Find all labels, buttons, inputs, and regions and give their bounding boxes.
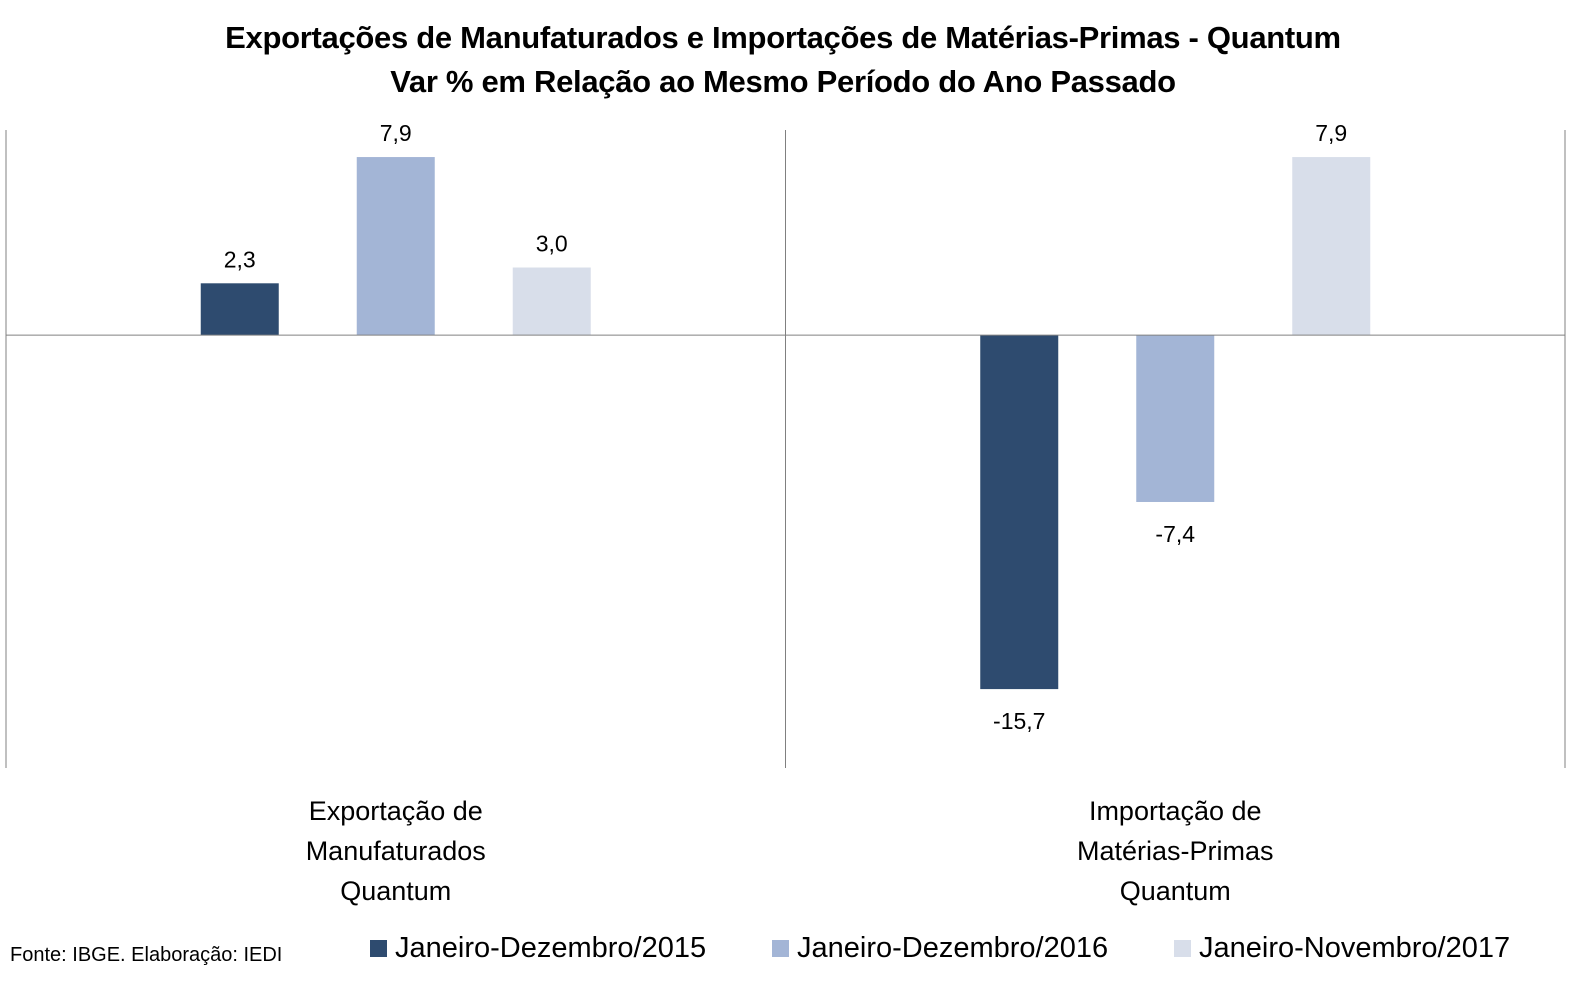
legend-item-2017: Janeiro-Novembro/2017 bbox=[1174, 926, 1510, 970]
legend-swatch-2017 bbox=[1174, 939, 1191, 957]
chart-title: Exportações de Manufaturados e Importaçõ… bbox=[225, 20, 1341, 55]
legend-item-2015: Janeiro-Dezembro/2015 bbox=[370, 926, 706, 970]
bar-2016-category-1 bbox=[356, 157, 435, 336]
plot-area: 2,3 7,9 3,0 Exportação de Manufaturados Quant… bbox=[5, 120, 1566, 906]
data-label-2017-category-1: 3,0 bbox=[536, 231, 568, 257]
legend: Janeiro-Dezembro/2015 Janeiro-Dezembro/2… bbox=[0, 926, 1582, 976]
category-label-1-line-3: Quantum bbox=[340, 876, 451, 906]
bar-2017-category-1 bbox=[512, 267, 591, 336]
legend-label-2016: Janeiro-Dezembro/2016 bbox=[797, 931, 1109, 964]
category-label-2-line-3: Quantum bbox=[1120, 876, 1231, 906]
legend-swatch-2016 bbox=[772, 939, 789, 957]
bar-2016-category-2 bbox=[1136, 335, 1215, 502]
chart-subtitle: Var % em Relação ao Mesmo Período do Ano… bbox=[390, 64, 1176, 99]
legend-label-2015: Janeiro-Dezembro/2015 bbox=[395, 931, 707, 964]
legend-swatch-2015 bbox=[370, 939, 387, 957]
data-label-2016-category-2: -7,4 bbox=[1155, 521, 1195, 547]
legend-label-2017: Janeiro-Novembro/2017 bbox=[1199, 931, 1511, 964]
source-note: Fonte: IBGE. Elaboração: IEDI bbox=[10, 944, 283, 966]
data-label-2016-category-1: 7,9 bbox=[380, 120, 412, 146]
category-label-2-line-2: Matérias-Primas bbox=[1077, 836, 1274, 866]
data-label-2017-category-2: 7,9 bbox=[1315, 120, 1347, 146]
data-label-2015-category-1: 2,3 bbox=[224, 246, 256, 272]
bar-2017-category-2 bbox=[1292, 157, 1371, 336]
bar-2015-category-1 bbox=[200, 283, 279, 336]
category-label-1-line-2: Manufaturados bbox=[306, 836, 486, 866]
legend-item-2016: Janeiro-Dezembro/2016 bbox=[772, 926, 1108, 970]
data-label-2015-category-2: -15,7 bbox=[993, 708, 1045, 734]
category-label-2-line-1: Importação de bbox=[1089, 796, 1262, 826]
category-label-1-line-1: Exportação de bbox=[309, 796, 483, 826]
bar-2015-category-2 bbox=[980, 335, 1059, 690]
